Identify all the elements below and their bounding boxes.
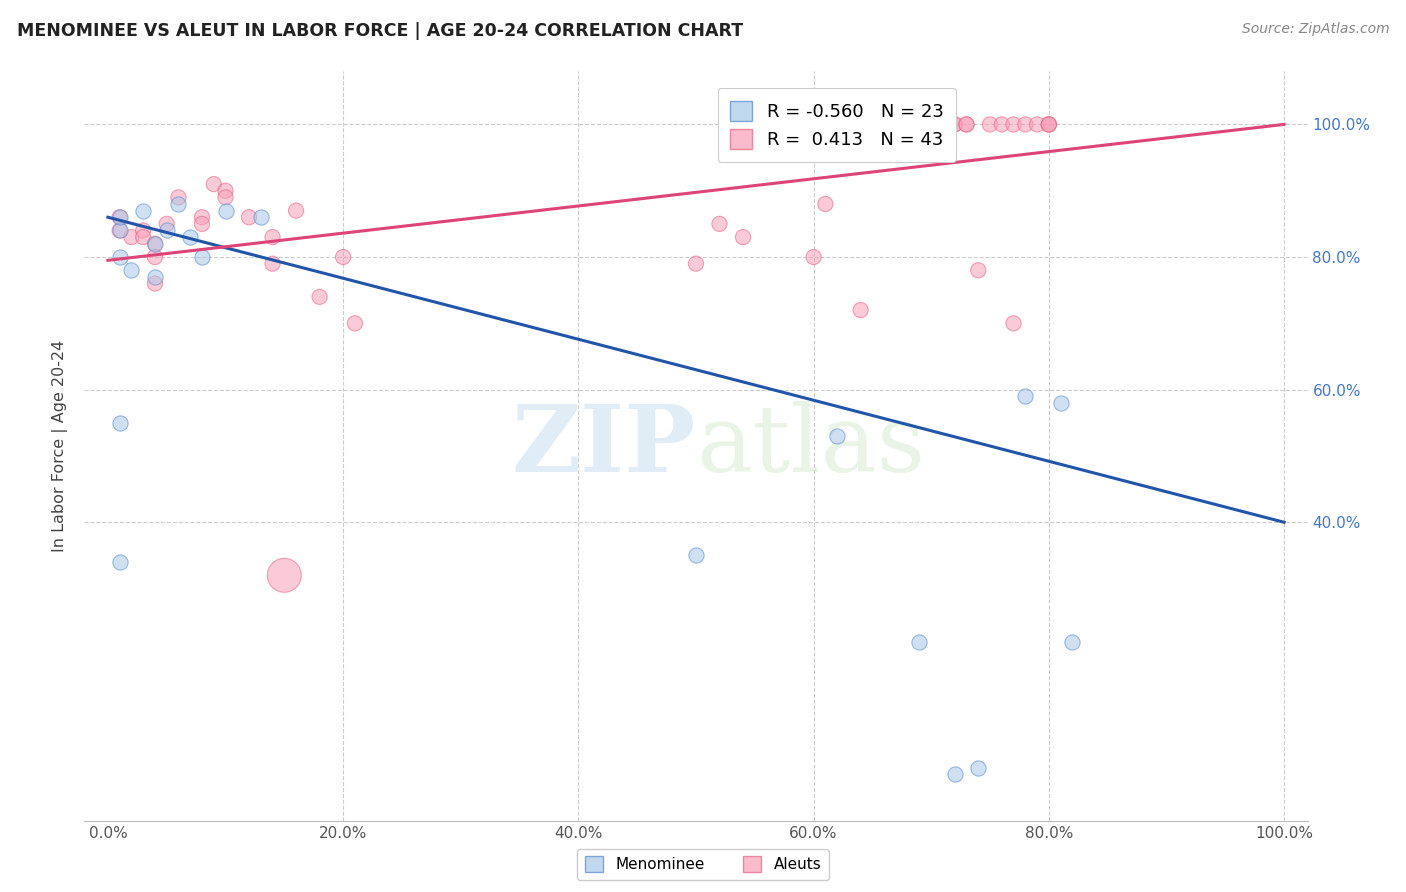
Point xyxy=(191,250,214,264)
Point xyxy=(108,223,131,237)
Point xyxy=(943,767,966,781)
Point xyxy=(285,203,308,218)
Point xyxy=(955,117,977,131)
Point xyxy=(1002,117,1025,131)
Point xyxy=(262,257,284,271)
Point xyxy=(214,184,236,198)
Point xyxy=(955,117,977,131)
Point xyxy=(1014,389,1036,403)
Text: MENOMINEE VS ALEUT IN LABOR FORCE | AGE 20-24 CORRELATION CHART: MENOMINEE VS ALEUT IN LABOR FORCE | AGE … xyxy=(17,22,742,40)
Point xyxy=(156,217,179,231)
Point xyxy=(1026,117,1049,131)
Point xyxy=(143,277,166,291)
Point xyxy=(709,217,731,231)
Point xyxy=(332,250,354,264)
Point xyxy=(167,190,190,204)
Point xyxy=(108,416,131,430)
Point xyxy=(1038,117,1060,131)
Point xyxy=(908,634,931,648)
Point xyxy=(120,263,142,277)
Text: atlas: atlas xyxy=(696,401,925,491)
Point xyxy=(167,197,190,211)
Point xyxy=(262,230,284,244)
Point xyxy=(967,761,990,775)
Point xyxy=(1002,316,1025,330)
Point xyxy=(849,303,872,318)
Point xyxy=(1038,117,1060,131)
Point xyxy=(731,230,754,244)
Point xyxy=(108,223,131,237)
Point xyxy=(132,203,155,218)
Point xyxy=(120,230,142,244)
Point xyxy=(143,250,166,264)
Point xyxy=(108,211,131,225)
Point xyxy=(979,117,1001,131)
Point xyxy=(214,190,236,204)
Point xyxy=(685,257,707,271)
Point xyxy=(825,429,848,443)
Point xyxy=(308,290,330,304)
Point xyxy=(191,217,214,231)
Point xyxy=(132,230,155,244)
Point xyxy=(108,250,131,264)
Point xyxy=(1038,117,1060,131)
Point xyxy=(191,211,214,225)
Point xyxy=(143,269,166,284)
Point xyxy=(202,177,225,191)
Point xyxy=(143,236,166,251)
Point xyxy=(238,211,260,225)
Point xyxy=(943,117,966,131)
Y-axis label: In Labor Force | Age 20-24: In Labor Force | Age 20-24 xyxy=(52,340,69,552)
Point xyxy=(685,549,707,563)
Point xyxy=(179,230,201,244)
Point xyxy=(991,117,1014,131)
Point xyxy=(1014,117,1036,131)
Point xyxy=(249,211,271,225)
Point xyxy=(108,555,131,569)
Point xyxy=(1062,634,1084,648)
Point xyxy=(803,250,825,264)
Point xyxy=(943,117,966,131)
Point xyxy=(343,316,366,330)
Point xyxy=(814,197,837,211)
Text: ZIP: ZIP xyxy=(512,401,696,491)
Text: Source: ZipAtlas.com: Source: ZipAtlas.com xyxy=(1241,22,1389,37)
Point xyxy=(1049,396,1071,410)
Legend: R = -0.560   N = 23, R =  0.413   N = 43: R = -0.560 N = 23, R = 0.413 N = 43 xyxy=(718,88,956,162)
Point xyxy=(967,263,990,277)
Point xyxy=(143,236,166,251)
Legend: Menominee, Aleuts: Menominee, Aleuts xyxy=(576,848,830,880)
Point xyxy=(132,223,155,237)
Point xyxy=(108,211,131,225)
Point xyxy=(156,223,179,237)
Point xyxy=(273,568,295,582)
Point xyxy=(214,203,236,218)
